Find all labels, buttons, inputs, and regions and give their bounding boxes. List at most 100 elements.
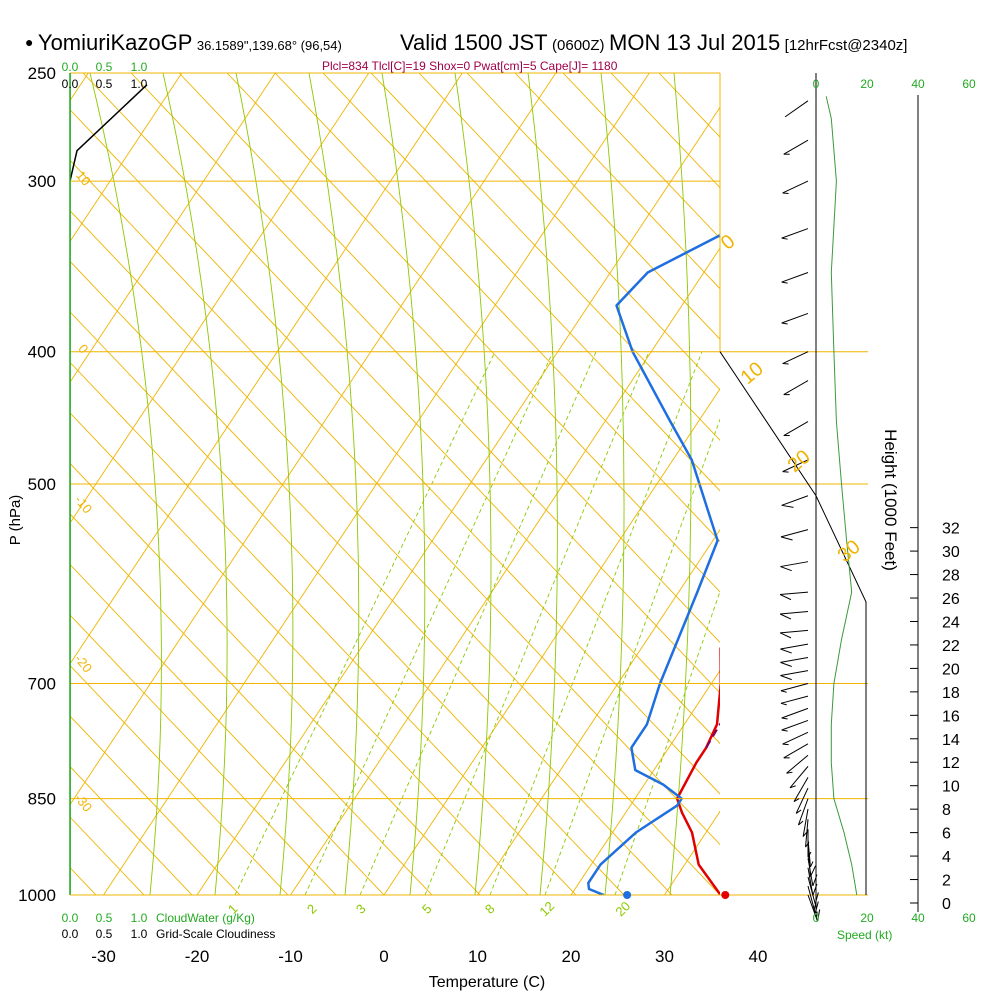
wind-barb-flag xyxy=(779,594,792,601)
wind-barb-staff xyxy=(795,787,809,814)
wind-barb-staff xyxy=(781,228,809,239)
wind-barb xyxy=(783,421,809,437)
wind-barb-staff xyxy=(783,380,809,396)
wind-barb-flag xyxy=(780,702,787,706)
cloudwater-bottom-tick: 0.5 xyxy=(96,911,113,925)
wind-speed-top-tick: 60 xyxy=(962,77,976,91)
wind-barb-flag xyxy=(812,883,818,896)
wind-speed-bottom-tick: 40 xyxy=(911,911,925,925)
wind-barb xyxy=(807,894,821,922)
wind-barb-staff xyxy=(780,591,809,596)
wind-barb-staff xyxy=(781,719,809,731)
wind-barb-staff xyxy=(780,643,809,650)
cloudiness-title: Grid-Scale Cloudiness xyxy=(156,927,275,941)
valid-header: Valid 1500 JST (0600Z) MON 13 Jul 2015 [… xyxy=(400,30,907,56)
wind-speed-bottom-tick: 0 xyxy=(813,911,820,925)
height-tick-label: 30 xyxy=(942,544,960,561)
wind-barb-flag xyxy=(786,771,793,774)
isotherm-label: -30 xyxy=(72,791,96,815)
wind-barb-flag xyxy=(805,841,810,848)
wind-barb-flag xyxy=(781,729,788,732)
cloudwater-bottom-tick: 1.0 xyxy=(131,911,148,925)
height-tick-label: 22 xyxy=(942,638,960,655)
wind-barb-flag xyxy=(782,192,789,194)
wind-barb-flag xyxy=(782,743,789,746)
mixing-ratio-line xyxy=(544,418,720,895)
wind-barb-flag xyxy=(813,903,817,910)
wind-barb xyxy=(789,766,809,789)
wind-barb xyxy=(780,643,809,654)
height-tick-label: 2 xyxy=(942,873,951,890)
wind-barb xyxy=(781,495,809,508)
height-tick-label: 4 xyxy=(942,849,951,866)
wind-barb xyxy=(780,529,809,541)
x-axis-label: Temperature (C) xyxy=(429,974,545,991)
mixing-ratio-label: 12 xyxy=(536,898,557,919)
wind-barb xyxy=(783,743,809,759)
wind-barb-flag xyxy=(781,322,788,325)
wind-barb xyxy=(782,459,809,473)
bullet-icon: ● xyxy=(25,34,34,50)
wind-barb-flag xyxy=(782,363,789,365)
wind-barb xyxy=(807,867,818,896)
wind-barb-flag xyxy=(782,471,789,473)
wind-barb-flag xyxy=(817,909,821,922)
wind-barb xyxy=(780,695,809,706)
wind-barb-staff xyxy=(782,351,809,364)
station-header: ● YomiuriKazoGP 36.1589",139.68° (96,54) xyxy=(25,30,342,56)
wind-speed-top-tick: 20 xyxy=(860,77,874,91)
wind-barb xyxy=(786,754,809,774)
dry-adiabat-line xyxy=(70,715,241,895)
mixing-ratio-line xyxy=(424,351,650,895)
wind-barb-staff xyxy=(783,421,809,436)
wind-barb-flag xyxy=(814,901,819,914)
wind-barb xyxy=(780,683,809,693)
wind-speed-top-tick: 0 xyxy=(813,77,820,91)
wind-barb-staff xyxy=(780,670,809,677)
wind-barb-flag xyxy=(780,690,787,693)
mixing-ratio-line xyxy=(234,351,496,895)
wind-barb-flag xyxy=(780,648,792,654)
wind-barb xyxy=(793,777,809,803)
wind-barb-staff xyxy=(793,777,809,802)
dry-adiabat-line xyxy=(466,73,720,340)
pressure-tick-label: 850 xyxy=(28,790,56,809)
valid-time: Valid 1500 JST xyxy=(400,30,548,55)
wind-barb-staff xyxy=(797,798,809,826)
height-tick-label: 26 xyxy=(942,591,960,608)
wind-barb xyxy=(783,139,809,155)
wind-barb-staff xyxy=(782,459,809,473)
sounding-parameters: Plcl=834 Tlcl[C]=19 Shox=0 Pwat[cm]=5 Ca… xyxy=(322,59,618,73)
wind-barb-flag xyxy=(789,785,796,789)
wind-barb-staff xyxy=(805,819,809,848)
wind-barb-flag xyxy=(802,831,808,837)
wind-barb-flag xyxy=(781,281,788,284)
pressure-tick-label: 400 xyxy=(28,343,56,362)
wind-barb-staff xyxy=(781,312,809,324)
temperature-tick-label: -30 xyxy=(91,947,116,966)
cloudwater-bottom-tick: 0.0 xyxy=(62,911,79,925)
dry-adiabat-line xyxy=(70,563,385,895)
wind-barb-staff xyxy=(786,754,809,774)
wind-barb-staff xyxy=(807,867,814,896)
dry-adiabat-line xyxy=(370,73,720,441)
wind-barb xyxy=(781,312,809,325)
wind-barb-staff xyxy=(781,272,809,283)
wind-barb xyxy=(784,100,809,118)
wind-speed-top-tick: 40 xyxy=(911,77,925,91)
mixing-ratio-label: 3 xyxy=(353,901,369,917)
surface-dewpoint-point xyxy=(623,891,632,899)
mixing-ratio-line xyxy=(489,351,703,895)
wind-barb-staff xyxy=(783,139,809,155)
wind-barb-staff xyxy=(781,495,809,506)
mixing-ratio-line xyxy=(304,351,554,895)
isotherm-line xyxy=(477,528,720,895)
mixing-ratio-line xyxy=(359,351,597,895)
height-tick-label: 8 xyxy=(942,802,951,819)
height-tick-label: 28 xyxy=(942,568,960,585)
wind-barb-flag xyxy=(812,874,818,887)
temperature-tick-label: 10 xyxy=(468,947,487,966)
height-tick-label: 20 xyxy=(942,661,960,678)
side-panels xyxy=(779,96,858,922)
cloudiness-top-tick: 1.0 xyxy=(131,77,148,91)
